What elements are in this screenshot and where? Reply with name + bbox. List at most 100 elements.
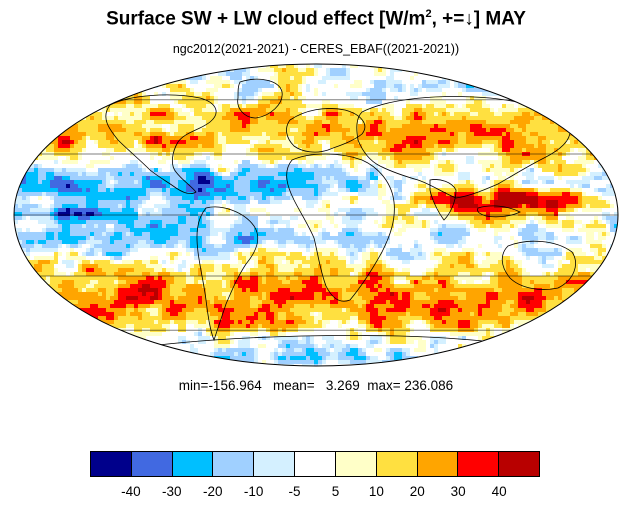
field-cell: [270, 196, 274, 200]
field-cell: [154, 124, 158, 128]
field-cell: [210, 168, 214, 172]
field-cell: [250, 104, 254, 108]
field-cell: [26, 240, 30, 244]
field-cell: [262, 252, 266, 256]
field-cell: [458, 124, 462, 128]
field-cell: [330, 168, 334, 172]
field-cell: [370, 232, 374, 236]
field-cell: [242, 88, 246, 92]
field-cell: [522, 220, 526, 224]
field-cell: [178, 116, 182, 120]
field-cell: [198, 144, 202, 148]
field-cell: [390, 148, 394, 152]
field-cell: [50, 236, 54, 240]
field-cell: [286, 168, 290, 172]
field-cell: [466, 108, 470, 112]
field-cell: [494, 216, 498, 220]
field-cell: [182, 260, 186, 264]
field-cell: [390, 196, 394, 200]
field-cell: [462, 132, 466, 136]
field-cell: [546, 208, 550, 212]
field-cell: [554, 160, 558, 164]
field-cell: [134, 188, 138, 192]
field-cell: [438, 132, 442, 136]
field-cell: [182, 208, 186, 212]
field-cell: [506, 208, 510, 212]
field-cell: [426, 188, 430, 192]
field-cell: [266, 232, 270, 236]
field-cell: [578, 192, 582, 196]
field-cell: [494, 116, 498, 120]
field-cell: [62, 176, 66, 180]
field-cell: [38, 172, 42, 176]
field-cell: [54, 244, 58, 248]
field-cell: [34, 176, 38, 180]
field-cell: [162, 128, 166, 132]
field-cell: [446, 236, 450, 240]
field-cell: [214, 248, 218, 252]
field-cell: [482, 108, 486, 112]
field-cell: [546, 144, 550, 148]
field-cell: [126, 116, 130, 120]
field-cell: [410, 224, 414, 228]
field-cell: [126, 188, 130, 192]
field-cell: [54, 140, 58, 144]
field-cell: [134, 260, 138, 264]
field-cell: [606, 192, 610, 196]
field-cell: [282, 184, 286, 188]
field-cell: [266, 136, 270, 140]
field-cell: [134, 220, 138, 224]
field-cell: [246, 184, 250, 188]
field-cell: [306, 236, 310, 240]
field-cell: [390, 208, 394, 212]
field-cell: [142, 124, 146, 128]
field-cell: [150, 108, 154, 112]
field-cell: [366, 116, 370, 120]
field-cell: [474, 260, 478, 264]
field-cell: [574, 204, 578, 208]
field-cell: [50, 260, 54, 264]
field-cell: [362, 192, 366, 196]
field-cell: [478, 136, 482, 140]
field-cell: [218, 172, 222, 176]
field-cell: [50, 172, 54, 176]
field-cell: [478, 120, 482, 124]
field-cell: [38, 180, 42, 184]
field-cell: [262, 124, 266, 128]
field-cell: [434, 104, 438, 108]
field-cell: [414, 244, 418, 248]
field-cell: [254, 120, 258, 124]
field-cell: [514, 168, 518, 172]
field-cell: [286, 104, 290, 108]
field-cell: [170, 244, 174, 248]
field-cell: [386, 204, 390, 208]
field-cell: [130, 172, 134, 176]
field-cell: [190, 224, 194, 228]
field-cell: [266, 236, 270, 240]
field-cell: [138, 124, 142, 128]
field-cell: [438, 204, 442, 208]
field-cell: [374, 124, 378, 128]
field-cell: [258, 100, 262, 104]
field-cell: [394, 160, 398, 164]
field-cell: [210, 232, 214, 236]
field-cell: [414, 160, 418, 164]
field-cell: [378, 136, 382, 140]
field-cell: [62, 236, 66, 240]
field-cell: [38, 204, 42, 208]
field-cell: [130, 104, 134, 108]
field-cell: [494, 228, 498, 232]
field-cell: [498, 116, 502, 120]
field-cell: [298, 256, 302, 260]
field-cell: [238, 88, 242, 92]
field-cell: [422, 224, 426, 228]
field-cell: [130, 244, 134, 248]
field-cell: [266, 180, 270, 184]
field-cell: [406, 112, 410, 116]
field-cell: [570, 192, 574, 196]
field-cell: [298, 184, 302, 188]
field-cell: [38, 188, 42, 192]
field-cell: [538, 208, 542, 212]
field-cell: [134, 264, 138, 268]
field-cell: [470, 100, 474, 104]
